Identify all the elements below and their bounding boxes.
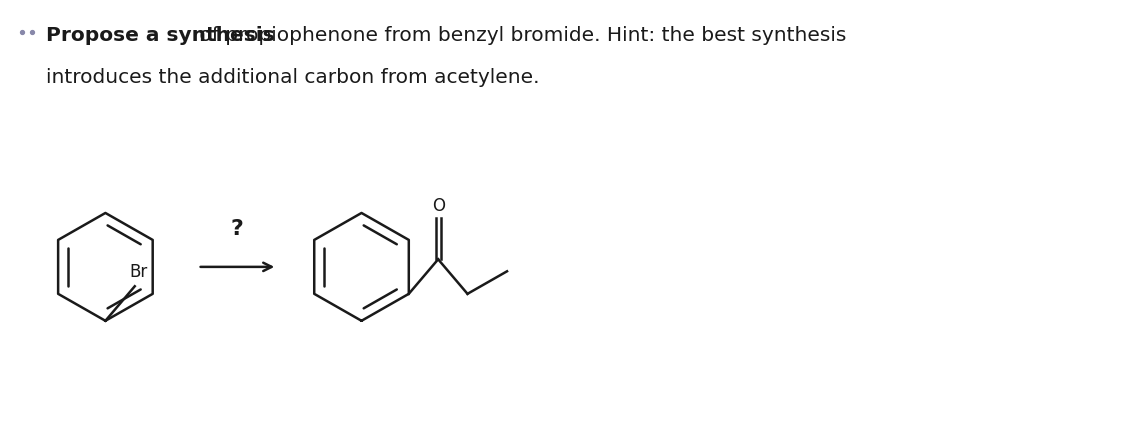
Text: of propiophenone from benzyl bromide. Hint: the best synthesis: of propiophenone from benzyl bromide. Hi…	[192, 26, 846, 45]
Text: ?: ?	[231, 219, 244, 239]
Text: Br: Br	[130, 263, 148, 281]
Text: Propose a synthesis: Propose a synthesis	[46, 26, 275, 45]
Text: O: O	[432, 197, 444, 215]
Text: introduces the additional carbon from acetylene.: introduces the additional carbon from ac…	[46, 68, 539, 87]
